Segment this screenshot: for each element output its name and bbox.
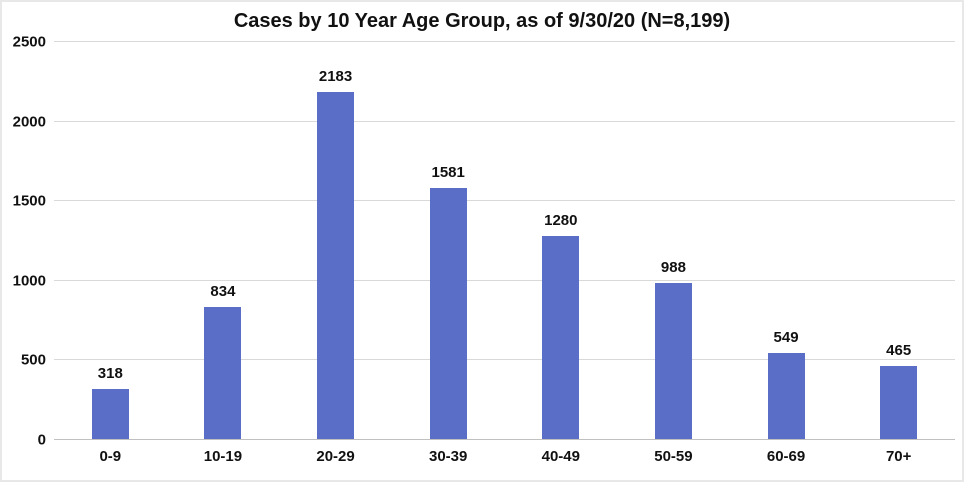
gridline <box>54 200 955 202</box>
bar-value-label: 2183 <box>318 68 353 86</box>
x-axis-category-label: 30-39 <box>429 448 468 465</box>
bar-group: 2183 <box>279 42 392 440</box>
bar-group: 549 <box>730 42 843 440</box>
x-axis-category-label: 20-29 <box>316 448 355 465</box>
bar-group: 1581 <box>392 42 505 440</box>
bar-value-label: 988 <box>660 258 686 276</box>
y-axis-tick-label: 2500 <box>12 33 46 51</box>
gridline <box>54 120 955 122</box>
x-axis-category-label: 40-49 <box>541 448 580 465</box>
bar-group: 318 <box>54 42 167 440</box>
gridline <box>54 359 955 361</box>
x-axis-category-label: 70+ <box>885 448 912 465</box>
bar-value-label: 1280 <box>544 212 578 230</box>
bar-value-label: 465 <box>886 341 912 359</box>
x-axis-category-label: 50-59 <box>654 448 693 465</box>
bars-row: 318 834 2183 1581 1280 988 549 465 <box>54 42 955 440</box>
x-axis-category-label: 10-19 <box>203 448 243 465</box>
gridline <box>54 279 955 281</box>
bar-value-label: 318 <box>97 365 123 383</box>
bar-group: 834 <box>167 42 280 440</box>
chart-title: Cases by 10 Year Age Group, as of 9/30/2… <box>233 10 731 32</box>
y-axis-tick-label: 1500 <box>12 192 46 210</box>
y-axis: 0 500 1000 1500 2000 2500 <box>2 34 46 449</box>
bar: 834 <box>204 283 242 440</box>
y-axis-tick-label: 1000 <box>12 272 46 290</box>
y-axis-tick-label: 500 <box>20 351 46 369</box>
gridline <box>54 41 955 42</box>
bar: 549 <box>767 329 805 440</box>
x-axis-category-label: 0-9 <box>99 448 122 465</box>
x-axis-line <box>54 439 955 440</box>
bar-value-label: 834 <box>210 283 236 301</box>
bar-group: 988 <box>617 42 730 440</box>
bar: 1280 <box>542 212 580 440</box>
bar: 988 <box>654 259 692 440</box>
bar: 465 <box>880 342 918 440</box>
bar: 1581 <box>429 164 467 440</box>
x-axis: 0-9 10-19 20-29 30-39 40-49 50-59 60-69 70+ <box>54 448 955 465</box>
bar: 318 <box>91 365 129 440</box>
x-axis-category-label: 60-69 <box>766 448 806 465</box>
y-axis-tick-label: 2000 <box>12 113 46 131</box>
bar-value-label: 1581 <box>431 164 465 182</box>
bar-value-label: 549 <box>773 328 799 346</box>
bar-group: 465 <box>842 42 955 440</box>
bar-group: 1280 <box>505 42 618 440</box>
y-axis-tick-label: 0 <box>37 431 46 449</box>
bar: 2183 <box>317 68 355 440</box>
plot-area: 318 834 2183 1581 1280 988 549 465 <box>54 41 955 440</box>
